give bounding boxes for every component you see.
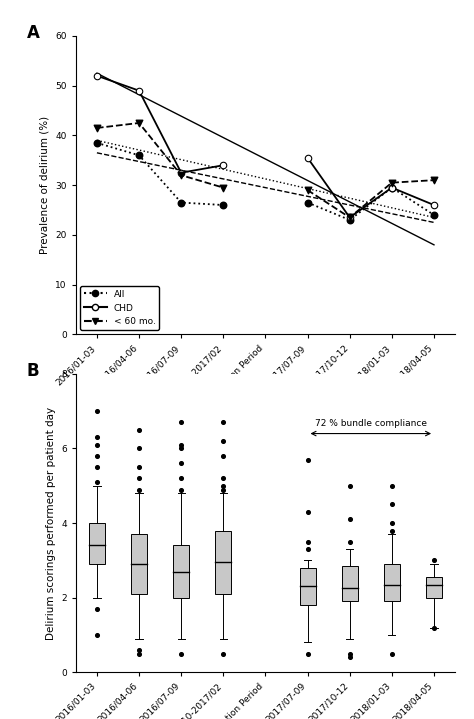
Point bbox=[346, 651, 354, 663]
Point bbox=[135, 484, 143, 495]
Bar bbox=[131, 534, 147, 594]
Text: B: B bbox=[27, 362, 39, 380]
Point bbox=[135, 117, 143, 129]
Y-axis label: Prevalence of delirium (%): Prevalence of delirium (%) bbox=[40, 116, 50, 255]
Point bbox=[430, 554, 438, 566]
Point bbox=[388, 480, 396, 492]
Point bbox=[388, 648, 396, 659]
Point bbox=[219, 199, 227, 211]
Point bbox=[177, 458, 185, 470]
Point bbox=[135, 644, 143, 656]
Point bbox=[93, 439, 100, 451]
Point bbox=[219, 435, 227, 446]
Point bbox=[304, 648, 311, 659]
Point bbox=[304, 454, 311, 465]
Point bbox=[93, 603, 100, 615]
Point bbox=[304, 536, 311, 547]
Point bbox=[346, 536, 354, 547]
Point bbox=[430, 209, 438, 221]
Bar bbox=[89, 523, 105, 564]
Point bbox=[346, 513, 354, 525]
Point bbox=[177, 648, 185, 659]
Point bbox=[346, 480, 354, 492]
Point bbox=[93, 450, 100, 462]
Point bbox=[219, 182, 227, 193]
Point bbox=[177, 472, 185, 484]
Point bbox=[304, 184, 311, 196]
Point bbox=[304, 197, 311, 209]
Point bbox=[93, 137, 100, 149]
Bar bbox=[426, 577, 442, 597]
Point bbox=[177, 439, 185, 451]
Point bbox=[135, 150, 143, 161]
Point bbox=[346, 211, 354, 223]
Point bbox=[93, 70, 100, 81]
Point bbox=[388, 525, 396, 536]
Point bbox=[93, 431, 100, 443]
Point bbox=[219, 416, 227, 428]
Bar bbox=[342, 566, 358, 601]
Point bbox=[388, 518, 396, 529]
Point bbox=[304, 544, 311, 555]
Point bbox=[219, 472, 227, 484]
Point bbox=[135, 462, 143, 473]
Point bbox=[388, 499, 396, 510]
Point bbox=[93, 476, 100, 487]
Point bbox=[219, 160, 227, 171]
Text: 72 % bundle compliance: 72 % bundle compliance bbox=[315, 419, 427, 428]
Point bbox=[177, 167, 185, 178]
Point bbox=[346, 648, 354, 659]
Point bbox=[135, 424, 143, 436]
Point bbox=[219, 450, 227, 462]
Point bbox=[135, 443, 143, 454]
Point bbox=[135, 472, 143, 484]
Point bbox=[430, 175, 438, 186]
Point bbox=[177, 416, 185, 428]
Point bbox=[219, 484, 227, 495]
Point bbox=[346, 211, 354, 223]
Point bbox=[93, 406, 100, 417]
Text: A: A bbox=[27, 24, 39, 42]
Point bbox=[177, 197, 185, 209]
Bar bbox=[215, 531, 231, 594]
Point bbox=[388, 177, 396, 188]
Point bbox=[346, 214, 354, 226]
Point bbox=[219, 648, 227, 659]
Bar bbox=[384, 564, 400, 601]
Point bbox=[135, 85, 143, 96]
Point bbox=[304, 152, 311, 163]
Bar bbox=[173, 546, 189, 597]
Point bbox=[177, 170, 185, 181]
Point bbox=[304, 506, 311, 518]
Point bbox=[177, 443, 185, 454]
Point bbox=[93, 122, 100, 134]
Point bbox=[388, 182, 396, 193]
Point bbox=[177, 484, 185, 495]
Point bbox=[219, 480, 227, 492]
Point bbox=[430, 622, 438, 633]
Point bbox=[93, 462, 100, 473]
Bar bbox=[300, 568, 316, 605]
Point bbox=[93, 629, 100, 641]
Point bbox=[430, 199, 438, 211]
Y-axis label: Delirium scorings performed per patient day: Delirium scorings performed per patient … bbox=[46, 406, 55, 640]
Point bbox=[135, 648, 143, 659]
Legend: All, CHD, < 60 mo.: All, CHD, < 60 mo. bbox=[81, 286, 159, 330]
Point bbox=[388, 182, 396, 193]
